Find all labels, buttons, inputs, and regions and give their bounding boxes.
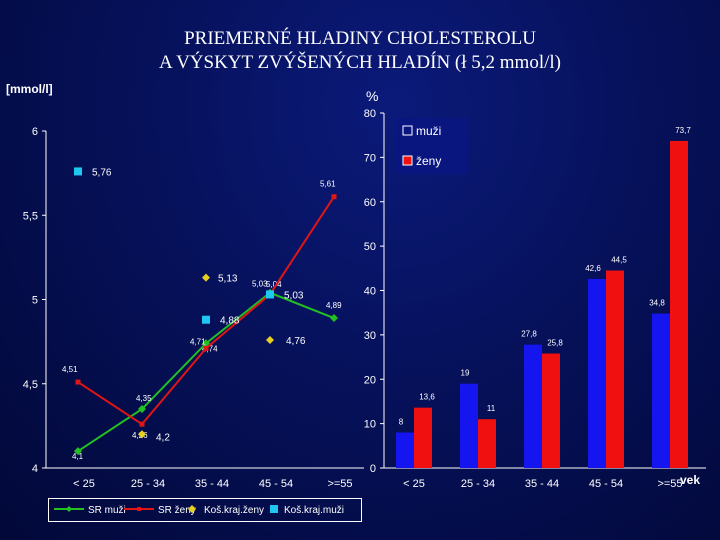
left-y-axis-label: [mmol/l] (6, 82, 53, 96)
bar-zeny (670, 140, 688, 469)
line-chart-y-tick-label: 5,5 (23, 210, 38, 222)
series-data-label-3: 4,88 (220, 316, 240, 327)
bar-chart-y-tick-label: 50 (364, 241, 376, 253)
bar-data-label-muzi: 27,8 (521, 330, 537, 339)
legend-marker-2 (188, 505, 196, 513)
legend-marker-3 (270, 505, 278, 513)
legend-marker-1 (137, 507, 141, 511)
legend-label-1: SR ženy (158, 505, 196, 516)
series-data-label-0: 4,1 (72, 452, 84, 461)
series-data-label-2: 4,2 (156, 432, 170, 443)
series-data-label-3: 5,03 (284, 290, 304, 301)
legend-label-2: Koš.kraj.ženy (204, 505, 264, 516)
bar-chart-x-tick-label: 45 - 54 (589, 478, 623, 490)
series-point-3 (74, 167, 82, 176)
line-chart-y-tick-label: 4 (32, 463, 38, 475)
bar-chart-x-tick-label: 25 - 34 (461, 478, 495, 490)
bar-muzi (652, 313, 670, 468)
series-data-label-1: 5,61 (320, 180, 336, 189)
line-chart-y-tick-label: 4,5 (23, 379, 38, 391)
bar-data-label-zeny: 25,8 (547, 339, 563, 348)
series-data-label-0: 4,35 (136, 394, 152, 403)
bar-legend-label-zeny: ženy (416, 154, 441, 168)
bar-data-label-muzi: 19 (461, 369, 470, 378)
line-chart-y-tick-label: 6 (32, 126, 38, 138)
bar-zeny (478, 419, 496, 468)
series-data-label-0: 4,89 (326, 301, 342, 310)
bar-chart-y-tick-label: 20 (364, 374, 376, 386)
bar-chart-y-tick-label: 40 (364, 286, 376, 298)
bar-chart-x-tick-label: 35 - 44 (525, 478, 559, 490)
chart-title-line-2: A VÝSKYT ZVÝŠENÝCH HLADÍN (ł 5,2 mmol/l) (159, 52, 561, 73)
bar-data-label-zeny: 11 (487, 404, 496, 413)
bar-muzi (588, 278, 606, 468)
line-chart-legend-box (48, 498, 362, 522)
series-point-1 (139, 421, 145, 427)
bar-chart-y-tick-label: 70 (364, 152, 376, 164)
bar-chart-y-tick-label: 10 (364, 419, 376, 431)
chart-title-line-1: PRIEMERNÉ HLADINY CHOLESTEROLU (184, 28, 536, 49)
bar-data-label-zeny: 13,6 (419, 393, 435, 402)
series-point-2 (138, 430, 146, 439)
series-data-label-0: 4,74 (202, 344, 218, 353)
bar-data-label-muzi: 42,6 (585, 264, 601, 273)
bar-zeny (606, 270, 624, 468)
line-chart-x-tick-label: 45 - 54 (259, 478, 293, 490)
bar-chart-x-axis-label: vek (680, 473, 700, 487)
bar-chart-x-tick-label: < 25 (403, 478, 425, 490)
bar-data-label-zeny: 73,7 (675, 126, 691, 135)
bar-data-label-muzi: 8 (399, 418, 404, 427)
bar-muzi (460, 383, 478, 468)
bar-legend-marker-muzi (402, 125, 413, 136)
legend-label-0: SR muži (88, 505, 126, 516)
line-chart-y-tick-label: 5 (32, 295, 38, 307)
bar-zeny (542, 353, 560, 468)
bar-data-label-muzi: 34,8 (649, 299, 665, 308)
line-chart-x-tick-label: < 25 (73, 478, 95, 490)
legend-marker-0 (66, 506, 72, 512)
series-point-2 (202, 273, 210, 282)
right-y-axis-label: % (366, 88, 379, 104)
series-point-0 (74, 447, 82, 456)
bar-chart-y-tick-label: 0 (370, 463, 376, 475)
bar-muzi (396, 432, 414, 468)
series-data-label-2: 4,76 (286, 336, 306, 347)
series-data-label-3: 5,76 (92, 167, 112, 178)
legend-label-3: Koš.kraj.muži (284, 505, 344, 516)
series-data-label-1: 4,51 (62, 365, 78, 374)
bar-chart-x-tick-label: >=55 (657, 478, 682, 490)
bar-legend-marker-zeny (402, 155, 413, 166)
series-point-0 (330, 314, 338, 323)
series-data-label-1: 5,03 (252, 279, 268, 288)
line-chart-x-tick-label: 25 - 34 (131, 478, 165, 490)
bar-chart-y-tick-label: 80 (364, 108, 376, 120)
line-chart-x-tick-label: 35 - 44 (195, 478, 229, 490)
series-point-3 (266, 290, 274, 299)
series-data-label-2: 5,13 (218, 274, 238, 285)
series-data-label-0: 5,04 (266, 280, 282, 289)
series-point-2 (266, 335, 274, 344)
series-point-1 (331, 194, 337, 200)
line-chart-x-tick-label: >=55 (327, 478, 352, 490)
series-point-0 (202, 339, 210, 348)
bar-data-label-zeny: 44,5 (611, 256, 627, 265)
series-line-1 (77, 196, 335, 426)
series-point-1 (203, 345, 209, 351)
bar-zeny (414, 407, 432, 468)
series-point-3 (202, 315, 210, 324)
series-point-0 (138, 405, 146, 414)
series-point-1 (75, 379, 81, 385)
bar-chart-y-tick-label: 60 (364, 197, 376, 209)
bar-muzi (524, 344, 542, 468)
series-data-label-1: 4,71 (190, 337, 206, 346)
bar-chart-y-tick-label: 30 (364, 330, 376, 342)
bar-legend-label-muzi: muži (416, 124, 441, 138)
